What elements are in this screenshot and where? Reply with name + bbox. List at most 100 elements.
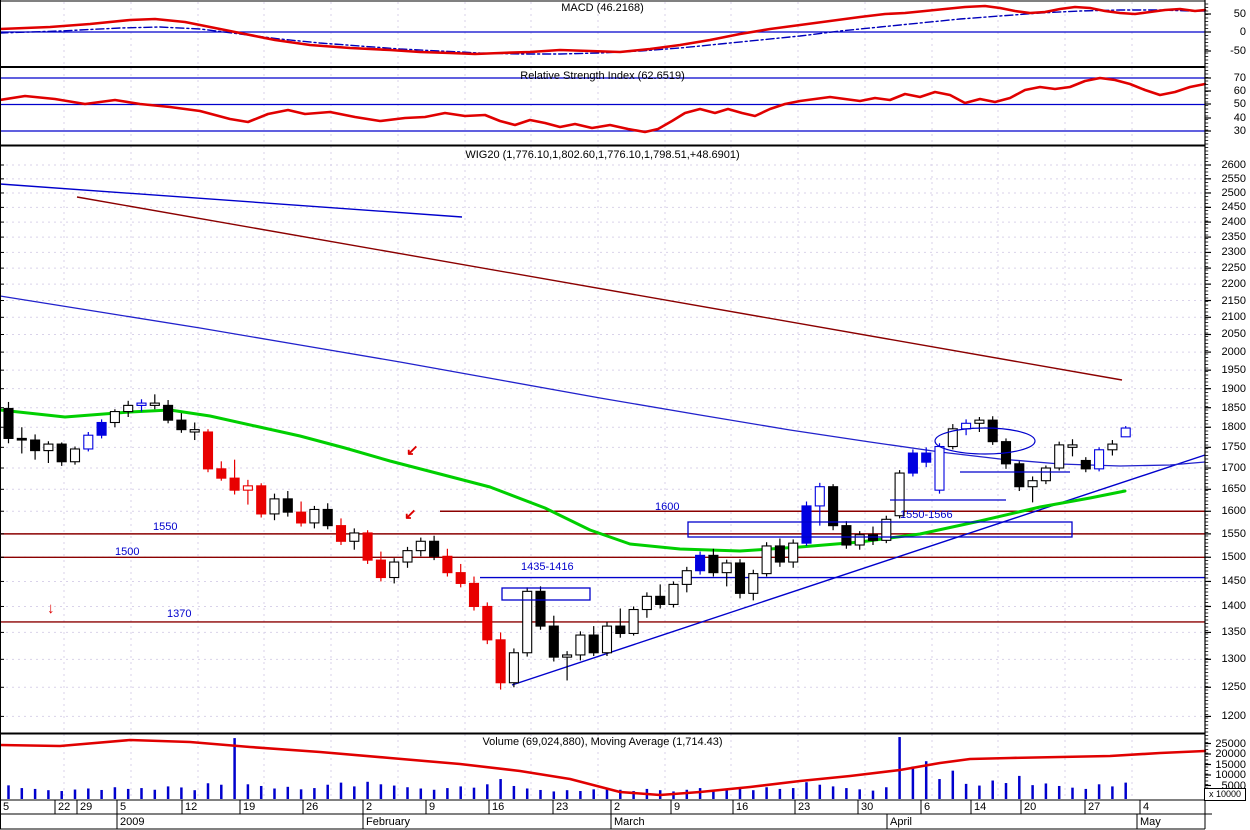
date-month-label: February bbox=[366, 816, 411, 828]
candlestick bbox=[282, 498, 293, 513]
date-month-label: March bbox=[614, 816, 645, 828]
trendline-annotation[interactable] bbox=[0, 183, 463, 218]
candlestick bbox=[468, 582, 480, 608]
macd-axis-label: 50 bbox=[1233, 8, 1246, 20]
candlestick bbox=[56, 443, 67, 463]
price-axis-label: 1500 bbox=[1221, 551, 1246, 564]
volume-moving-average-line bbox=[0, 738, 1207, 797]
date-week-label: 16 bbox=[492, 801, 505, 813]
candlestick bbox=[16, 437, 27, 441]
candlestick bbox=[83, 434, 94, 450]
date-week-label: 14 bbox=[974, 801, 987, 813]
price-axis-label: 2500 bbox=[1221, 186, 1246, 199]
red-arrow-annotation[interactable]: ↙ bbox=[404, 506, 417, 523]
candlestick bbox=[655, 595, 666, 605]
date-axis bbox=[0, 800, 1206, 829]
candlestick bbox=[628, 608, 639, 635]
candlestick bbox=[748, 573, 759, 594]
price-axis-label: 1900 bbox=[1221, 382, 1246, 395]
price-axis-label: 2450 bbox=[1221, 201, 1246, 214]
price-annotation-label[interactable]: 1550 bbox=[153, 521, 178, 533]
price-axis-label: 1350 bbox=[1221, 626, 1246, 639]
price-axis-label: 2050 bbox=[1221, 328, 1246, 341]
candlestick bbox=[455, 572, 466, 584]
candlestick bbox=[109, 411, 120, 424]
date-week-label: 2 bbox=[614, 801, 621, 813]
candlestick bbox=[189, 429, 200, 433]
axis-multiplier-box: x 10000 bbox=[1204, 788, 1246, 801]
candlestick bbox=[947, 428, 958, 448]
price-axis-label: 1750 bbox=[1221, 441, 1246, 454]
date-week-label: 9 bbox=[429, 801, 436, 813]
date-week-label: 26 bbox=[306, 801, 319, 813]
drawing-annotations bbox=[501, 427, 1073, 601]
date-month-label: May bbox=[1140, 816, 1161, 828]
candlestick bbox=[389, 561, 400, 579]
macd-axis-label: 0 bbox=[1239, 26, 1246, 38]
volume-panel bbox=[0, 737, 1207, 799]
price-annotation-label[interactable]: 1370 bbox=[167, 608, 192, 620]
price-annotation-label[interactable]: 1435-1416 bbox=[521, 561, 574, 573]
candlestick bbox=[96, 421, 107, 436]
candlestick bbox=[136, 402, 147, 406]
candlestick bbox=[1067, 444, 1078, 448]
candlestick bbox=[907, 452, 918, 474]
candlestick bbox=[987, 419, 998, 443]
candlestick bbox=[921, 452, 932, 463]
date-week-label: 6 bbox=[924, 801, 931, 813]
price-axis-label: 1800 bbox=[1221, 421, 1246, 434]
price-axis-label: 1200 bbox=[1221, 710, 1246, 723]
rsi-axis-label: 60 bbox=[1233, 85, 1246, 97]
macd-panel bbox=[0, 4, 1207, 56]
candlestick bbox=[801, 505, 812, 544]
candlestick bbox=[296, 511, 307, 524]
rsi-axis-label: 30 bbox=[1233, 125, 1246, 137]
date-week-label: 20 bbox=[1024, 801, 1037, 813]
candlestick bbox=[3, 407, 14, 439]
date-week-label: 27 bbox=[1088, 801, 1101, 813]
candlestick bbox=[242, 485, 253, 491]
trendline-annotation[interactable] bbox=[511, 454, 1206, 686]
date-week-label: 29 bbox=[80, 801, 93, 813]
price-axis-label: 1250 bbox=[1221, 681, 1246, 694]
candlestick bbox=[495, 639, 506, 684]
candlestick bbox=[588, 634, 599, 654]
candlestick bbox=[601, 625, 613, 654]
date-week-label: 4 bbox=[1143, 801, 1150, 813]
red-arrow-annotation[interactable]: ↙ bbox=[406, 442, 419, 459]
price-axis-label: 2200 bbox=[1221, 278, 1246, 291]
red-arrow-annotation[interactable]: ↓ bbox=[47, 600, 55, 617]
candlestick bbox=[1080, 459, 1091, 470]
price-axis-label: 1550 bbox=[1221, 527, 1246, 540]
volume-axis-label: 15000 bbox=[1215, 758, 1246, 771]
candlestick bbox=[562, 654, 573, 658]
date-week-label: 5 bbox=[120, 801, 127, 813]
price-annotation-label[interactable]: 1550-1566 bbox=[900, 509, 953, 521]
price-panel-title: WIG20 (1,776.10,1,802.60,1,776.10,1,798.… bbox=[465, 149, 740, 161]
candlestick bbox=[881, 518, 892, 541]
rectangle-annotation[interactable] bbox=[687, 521, 1073, 538]
date-week-label: 12 bbox=[185, 801, 198, 813]
price-axis-label: 1700 bbox=[1221, 462, 1246, 474]
long-moving-average-line bbox=[0, 295, 1206, 467]
trendline-annotation[interactable] bbox=[76, 196, 1123, 381]
price-axis-label: 2250 bbox=[1221, 262, 1246, 275]
rectangle-annotation[interactable] bbox=[501, 587, 591, 601]
candlestick bbox=[974, 419, 985, 424]
price-annotation-label[interactable]: 1500 bbox=[115, 546, 140, 558]
price-annotation-label[interactable]: 1600 bbox=[655, 501, 680, 513]
candlestick bbox=[961, 422, 972, 430]
date-week-label: 2 bbox=[366, 801, 373, 813]
macd-axis-label: -50 bbox=[1230, 45, 1246, 57]
price-axis-label: 1950 bbox=[1221, 364, 1246, 377]
trendlines bbox=[0, 183, 1206, 686]
candlestick bbox=[1094, 449, 1105, 470]
ellipse-annotation[interactable] bbox=[934, 427, 1036, 455]
gridlines bbox=[0, 2, 1205, 799]
macd-line bbox=[0, 4, 1207, 56]
candlestick bbox=[1014, 463, 1025, 488]
candlestick bbox=[309, 508, 320, 524]
rsi-axis-label: 50 bbox=[1233, 98, 1246, 110]
